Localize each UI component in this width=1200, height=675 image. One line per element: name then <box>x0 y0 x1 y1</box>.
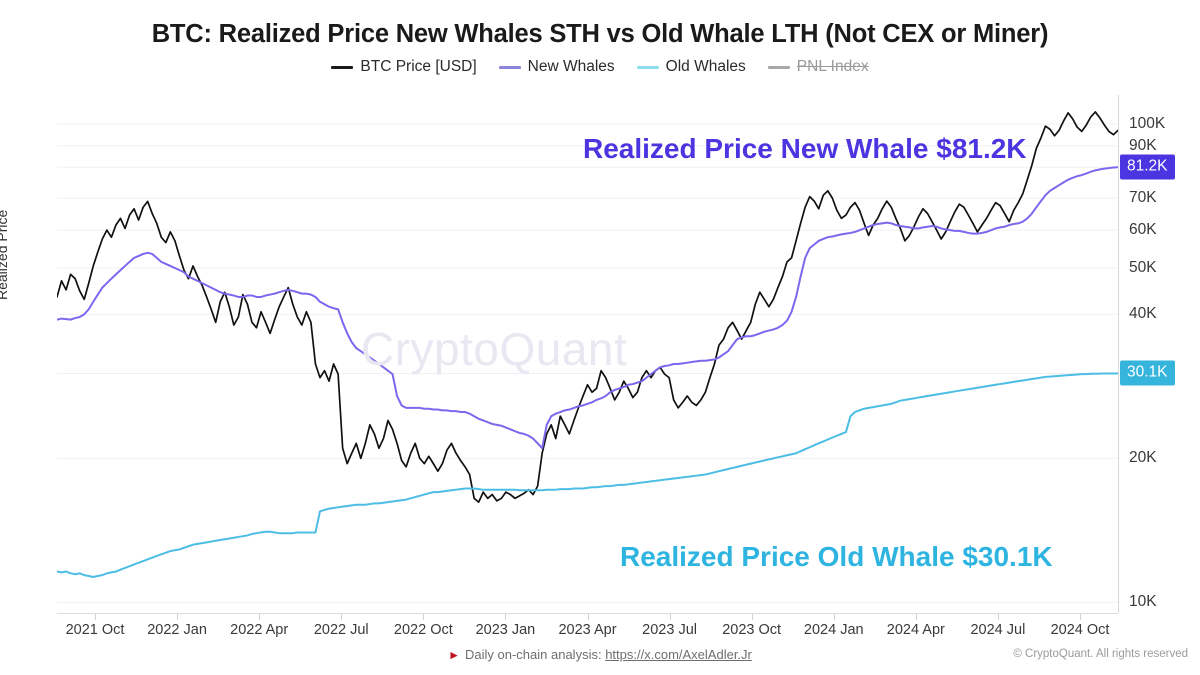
legend-label: New Whales <box>527 58 615 75</box>
x-axis-tick-label: 2021 Oct <box>65 622 125 638</box>
x-axis-tick-mark <box>751 614 753 620</box>
y-axis-tick-label: 70K <box>1129 189 1157 207</box>
x-axis: 2021 Oct 2022 Jan 2022 Apr 2022 Jul 2022 Oct… <box>57 613 1118 638</box>
x-axis-tick-label: 2022 Jul <box>313 622 369 638</box>
legend-label: Old Whales <box>665 58 746 75</box>
y-axis-value-badge: 30.1K <box>1120 360 1175 386</box>
footer-copyright: © CryptoQuant. All rights reserved <box>1013 648 1188 660</box>
x-axis-tick-label: 2023 Jan <box>475 622 536 638</box>
legend-swatch-icon <box>636 65 659 69</box>
legend-item-btc-price-usd[interactable]: BTC Price [USD] <box>331 58 477 76</box>
footer-analysis-link[interactable]: https://x.com/AxelAdler.Jr <box>605 647 752 662</box>
legend-label: PNL Index <box>796 58 869 75</box>
x-axis-tick-label: 2022 Apr <box>230 622 289 638</box>
x-axis-tick-mark <box>587 614 589 620</box>
x-axis-tick-label: 2022 Oct <box>393 622 453 638</box>
legend-swatch-icon <box>331 65 354 69</box>
x-axis-tick-label: 2024 Jul <box>970 622 1026 638</box>
x-axis-tick-mark <box>669 614 671 620</box>
plot-area <box>57 95 1118 613</box>
y-axis-tick-label: 100K <box>1129 115 1166 133</box>
legend-label: BTC Price [USD] <box>360 58 477 75</box>
x-axis-tick-mark <box>341 614 343 620</box>
x-axis-tick-mark <box>95 614 96 620</box>
series-line-btc-price-usd <box>57 111 1118 503</box>
x-axis-tick-label: 2023 Oct <box>722 622 782 638</box>
y-axis-tick-label: 90K <box>1129 136 1157 154</box>
x-axis-tick-mark <box>997 614 999 620</box>
x-axis-tick-mark <box>423 614 425 620</box>
y-axis-tick-label: 40K <box>1129 305 1157 323</box>
footer-analysis: ► Daily on-chain analysis: https://x.com/… <box>0 647 1200 662</box>
legend-item-pnl-index[interactable]: PNL Index <box>767 58 869 76</box>
y-axis-tick-label: 20K <box>1129 449 1157 467</box>
new-whale-callout: Realized Price New Whale $81.2K <box>583 133 1027 164</box>
chart-legend: BTC Price [USD] New Whales Old Whales PNL I… <box>0 58 1200 76</box>
x-axis-tick-mark <box>259 614 261 620</box>
y-axis-tick-label: 60K <box>1129 221 1157 239</box>
x-axis-tick-label: 2024 Apr <box>886 622 945 638</box>
y-axis: 100K 90K 81.2K 70K 60K 50K 40K 30.1K 20K 10K <box>1118 95 1200 613</box>
legend-swatch-icon <box>767 65 790 69</box>
legend-swatch-icon <box>498 65 521 69</box>
x-axis-tick-mark <box>915 614 917 620</box>
series-line-old-whales <box>57 372 1118 578</box>
x-axis-tick-mark <box>505 614 507 620</box>
x-axis-tick-mark <box>1080 614 1081 620</box>
chart-canvas <box>57 111 1118 603</box>
legend-item-old-whales[interactable]: Old Whales <box>636 58 746 76</box>
x-axis-tick-label: 2022 Jan <box>147 622 207 638</box>
legend-item-new-whales[interactable]: New Whales <box>498 58 615 76</box>
x-axis-tick-mark <box>833 614 835 620</box>
x-axis-tick-label: 2023 Jul <box>642 622 697 638</box>
x-axis-tick-mark <box>177 614 179 620</box>
x-axis-tick-label: 2024 Oct <box>1050 622 1110 638</box>
footer-analysis-label: Daily on-chain analysis: <box>465 647 602 662</box>
page-title: BTC: Realized Price New Whales STH vs Ol… <box>151 20 1049 48</box>
y-axis-title: Realized Price <box>0 209 10 300</box>
y-axis-value-badge: 81.2K <box>1120 154 1175 180</box>
y-axis-tick-label: 10K <box>1129 593 1157 611</box>
flag-icon: ► <box>448 648 460 662</box>
y-axis-tick-label: 50K <box>1129 259 1157 277</box>
x-axis-tick-label: 2023 Apr <box>558 622 617 638</box>
old-whale-callout: Realized Price Old Whale $30.1K <box>620 541 1053 572</box>
x-axis-tick-label: 2024 Jan <box>803 622 864 638</box>
series-line-new-whales <box>57 166 1118 450</box>
